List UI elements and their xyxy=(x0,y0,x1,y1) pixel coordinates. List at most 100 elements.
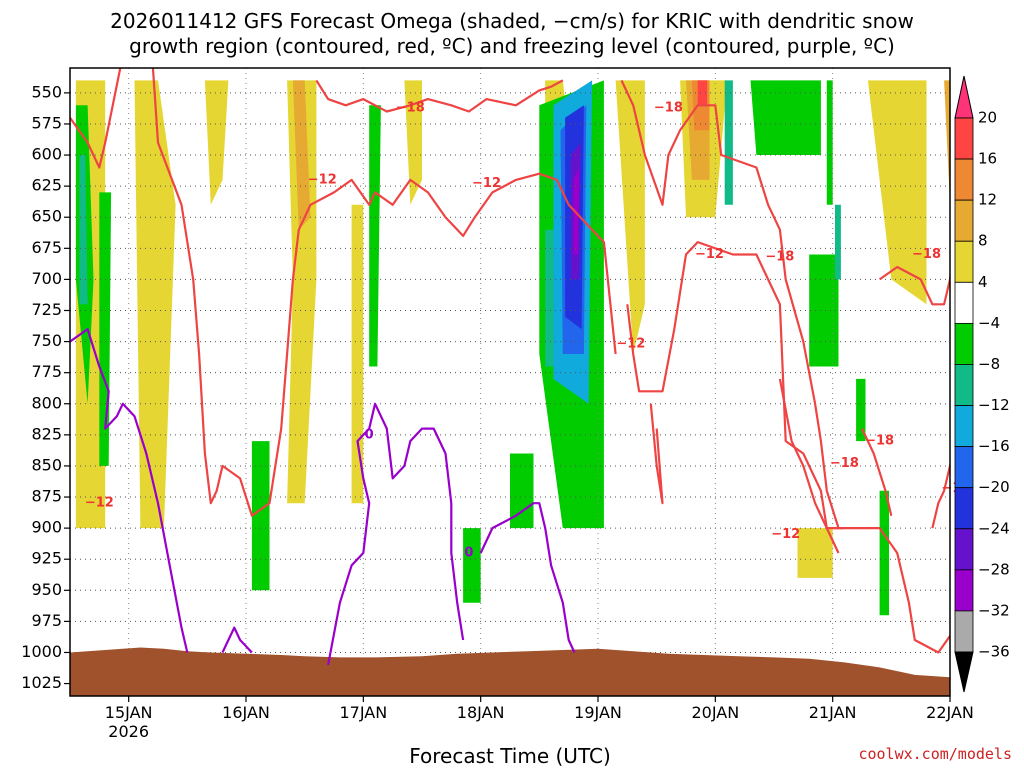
y-tick-label-3: 625 xyxy=(31,176,62,195)
omega-region-32 xyxy=(724,80,733,205)
colorbar-segment-5 xyxy=(954,322,974,365)
x-tick-label-6: 21JAN xyxy=(809,703,857,722)
omega-region-4 xyxy=(351,204,364,504)
y-tick-label-6: 700 xyxy=(31,269,62,288)
x-tick-label-5: 20JAN xyxy=(691,703,739,722)
red-contour-7 xyxy=(315,79,564,113)
grid-lines xyxy=(70,68,950,696)
omega-region-30 xyxy=(79,155,88,305)
omega-region-15 xyxy=(944,80,950,205)
y-tick-label-9: 775 xyxy=(31,362,62,381)
dendritic-growth-contours xyxy=(70,68,950,654)
chart-title-line1: 2026011412 GFS Forecast Omega (shaded, −… xyxy=(110,9,914,33)
y-tick-label-15: 925 xyxy=(31,549,62,568)
red-contour-label-7: −18 xyxy=(765,250,794,265)
red-contour-label-2: −12 xyxy=(472,176,501,191)
omega-region-33 xyxy=(835,204,841,280)
purple-contour-0 xyxy=(70,328,189,653)
colorbar-segment-2 xyxy=(954,199,974,242)
colorbar-segment-9 xyxy=(954,487,974,530)
y-tick-label-12: 850 xyxy=(31,455,62,474)
colorbar-tick-label-7: −12 xyxy=(978,396,1010,414)
red-contour-0 xyxy=(70,68,122,169)
purple-contour-2 xyxy=(327,402,465,666)
plot-background xyxy=(70,68,950,696)
plot-area: −12−12−12−18−18−12−12−18−18−18−18−12−120… xyxy=(69,67,970,697)
omega-region-28 xyxy=(856,378,866,442)
colorbar-segment-12 xyxy=(954,610,974,653)
terrain-ground xyxy=(70,647,950,696)
colorbar-tick-label-6: −8 xyxy=(978,355,1000,373)
purple-contour-label-1: 0 xyxy=(464,545,473,560)
colorbar-tick-label-3: 8 xyxy=(978,232,988,250)
colorbar-segment-11 xyxy=(954,569,974,612)
colorbar-tick-label-9: −20 xyxy=(978,478,1010,496)
omega-region-12 xyxy=(292,80,311,230)
colorbar-segment-0 xyxy=(954,117,974,160)
y-tick-label-2: 600 xyxy=(31,145,62,164)
omega-region-31 xyxy=(545,229,554,367)
omega-region-17 xyxy=(697,80,708,106)
red-contour-6 xyxy=(832,526,950,654)
red-contour-label-4: −18 xyxy=(654,100,683,115)
x-tick-label-1: 16JAN xyxy=(222,703,270,722)
chart-title-line2: growth region (contoured, red, ºC) and f… xyxy=(129,34,895,58)
colorbar-tick-label-8: −16 xyxy=(978,437,1010,455)
colorbar-segment-8 xyxy=(954,446,974,489)
colorbar-segment-6 xyxy=(954,364,974,406)
omega-region-1 xyxy=(134,80,176,529)
omega-region-20 xyxy=(251,441,270,591)
freezing-level-contours xyxy=(70,328,576,666)
y-tick-label-13: 875 xyxy=(31,487,62,506)
terrain-layer xyxy=(70,647,950,696)
colorbar-tick-label-1: 16 xyxy=(978,150,997,168)
red-contour-2 xyxy=(626,241,845,530)
omega-region-22 xyxy=(463,528,481,603)
y-tick-label-19: 1025 xyxy=(21,673,62,692)
colorbar-tick-label-11: −28 xyxy=(978,560,1010,578)
red-contour-label-11: −12 xyxy=(771,527,800,542)
purple-contour-1 xyxy=(221,626,253,654)
colorbar-top-arrow xyxy=(954,75,974,119)
omega-region-23 xyxy=(510,453,534,529)
x-axis-label: Forecast Time (UTC) xyxy=(409,744,611,768)
purple-contour-3 xyxy=(479,502,576,653)
red-contour-label-10: −18 xyxy=(830,456,859,471)
red-contour-3 xyxy=(649,403,664,505)
omega-region-29 xyxy=(879,490,889,616)
y-tick-label-17: 975 xyxy=(31,611,62,630)
red-contour-11 xyxy=(861,428,893,516)
purple-contour-label-0: 0 xyxy=(365,427,374,442)
x-tick-sublabel-0: 2026 xyxy=(108,722,149,741)
colorbar-tick-label-13: −36 xyxy=(978,643,1010,661)
red-contour-1 xyxy=(151,68,617,517)
colorbar-segment-3 xyxy=(954,240,974,283)
red-contour-label-8: −18 xyxy=(912,247,941,262)
colorbar-segment-4 xyxy=(954,281,974,324)
omega-region-21 xyxy=(369,105,381,367)
colorbar-tick-label-10: −24 xyxy=(978,519,1010,537)
red-contour-label-6: −12 xyxy=(695,247,724,262)
red-contour-label-0: −12 xyxy=(85,496,114,511)
y-tick-label-11: 825 xyxy=(31,424,62,443)
x-tick-label-4: 19JAN xyxy=(574,703,622,722)
y-tick-label-18: 1000 xyxy=(21,642,62,661)
y-tick-label-5: 675 xyxy=(31,238,62,257)
omega-region-25 xyxy=(750,80,821,155)
x-tick-label-7: 22JAN xyxy=(926,703,974,722)
omega-region-5 xyxy=(404,80,422,205)
colorbar-tick-label-2: 12 xyxy=(978,191,997,209)
red-contour-5 xyxy=(931,461,950,529)
red-contour-8 xyxy=(620,79,840,529)
y-tick-label-8: 750 xyxy=(31,331,62,350)
colorbar-tick-label-12: −32 xyxy=(978,601,1010,619)
y-tick-label-14: 900 xyxy=(31,518,62,537)
plot-frame xyxy=(69,67,951,697)
red-contour-label-3: −18 xyxy=(396,100,425,115)
omega-region-27 xyxy=(826,80,833,205)
red-contour-label-9: −18 xyxy=(865,434,894,449)
colorbar-segment-1 xyxy=(954,158,974,201)
omega-region-38 xyxy=(573,167,580,255)
